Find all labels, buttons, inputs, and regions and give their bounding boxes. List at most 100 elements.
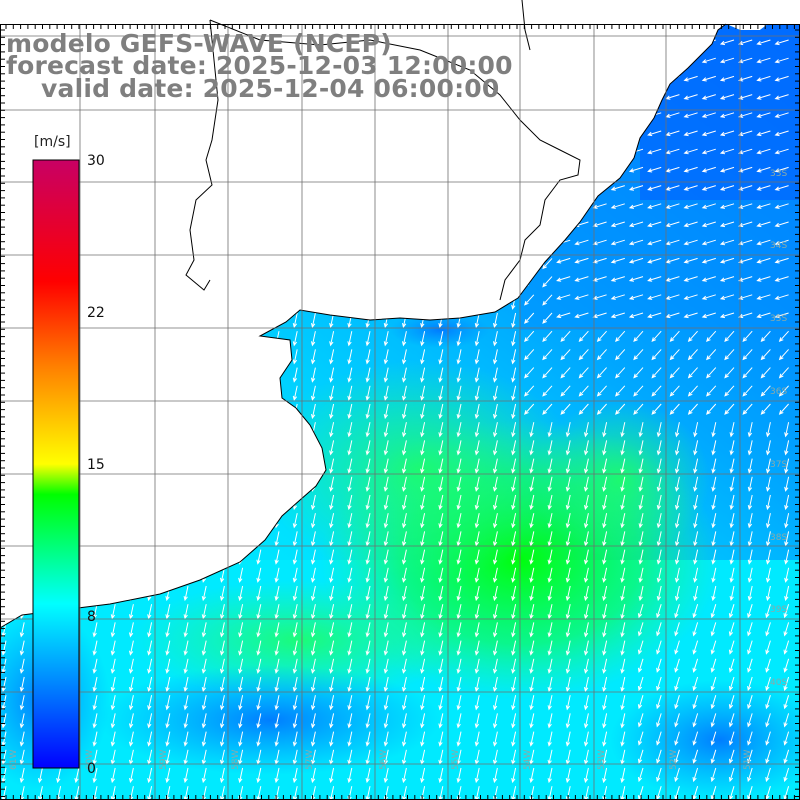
wind-arrow <box>774 57 789 64</box>
wind-arrow <box>438 494 444 511</box>
wind-arrow <box>701 185 716 191</box>
wind-arrow <box>329 549 335 565</box>
wind-arrow <box>674 767 680 783</box>
wind-arrow <box>310 676 316 693</box>
wind-arrow <box>329 713 335 729</box>
wind-arrow <box>765 549 771 565</box>
wind-arrow <box>747 640 753 655</box>
wind-arrow <box>747 476 753 492</box>
wind-arrow <box>256 622 262 638</box>
wind-arrow <box>620 713 626 729</box>
wind-arrow <box>637 622 644 637</box>
wind-arrow <box>383 604 389 620</box>
wind-arrow <box>674 695 680 710</box>
wind-arrow <box>511 731 517 747</box>
wind-arrow <box>401 622 407 638</box>
wind-arrow <box>329 604 335 620</box>
wind-arrow <box>542 276 553 288</box>
wind-arrow <box>128 622 134 638</box>
wind-arrow <box>365 531 371 547</box>
wind-arrow <box>683 276 698 282</box>
wind-arrow <box>692 713 699 728</box>
wind-arrow <box>511 458 517 474</box>
wind-arrow <box>492 640 498 656</box>
wind-arrow <box>347 385 353 401</box>
wind-arrow <box>310 731 316 747</box>
wind-arrow <box>147 713 153 729</box>
wind-arrow <box>583 531 589 547</box>
wind-arrow <box>219 767 225 784</box>
wind-arrow <box>756 203 771 209</box>
wind-arrow <box>638 458 644 474</box>
wind-arrow <box>183 604 189 620</box>
wind-arrow <box>165 622 171 638</box>
wind-arrow <box>547 458 553 474</box>
wind-arrow <box>756 257 771 264</box>
wind-arrow <box>710 676 717 692</box>
wind-arrow <box>492 604 498 620</box>
wind-arrow <box>529 695 535 711</box>
lat-label: 37S <box>770 460 787 470</box>
wind-arrow <box>665 148 680 155</box>
wind-arrow <box>615 403 626 415</box>
wind-arrow <box>596 349 607 361</box>
wind-arrow <box>365 458 371 474</box>
wind-arrow <box>774 112 789 118</box>
wind-arrow <box>492 531 498 547</box>
wind-arrow <box>547 713 553 729</box>
wind-arrow <box>329 767 335 784</box>
wind-arrow <box>274 604 280 620</box>
wind-arrow <box>738 276 753 282</box>
wind-arrow <box>492 458 498 474</box>
wind-arrow <box>683 130 698 137</box>
wind-arrow <box>183 786 189 800</box>
wind-arrow <box>719 94 735 100</box>
wind-arrow <box>747 713 753 728</box>
wind-arrow <box>560 349 571 361</box>
wind-arrow <box>492 331 498 347</box>
wind-arrow <box>420 367 426 383</box>
wind-arrow <box>602 476 608 492</box>
wind-arrow <box>620 676 626 693</box>
wind-arrow <box>547 494 553 511</box>
wind-arrow <box>669 403 680 415</box>
wind-arrow <box>492 312 498 329</box>
wind-arrow <box>656 749 662 764</box>
wind-arrow <box>292 549 298 565</box>
wind-arrow <box>738 294 753 300</box>
wind-arrow <box>756 312 771 319</box>
wind-arrow <box>347 513 353 529</box>
wind-arrow <box>620 604 626 620</box>
legend-unit-label: [m/s] <box>34 134 71 150</box>
wind-arrow <box>456 349 462 365</box>
wind-arrow <box>784 440 790 456</box>
wind-arrow <box>110 695 116 711</box>
wind-arrow <box>492 767 498 784</box>
wind-arrow <box>474 476 480 492</box>
wind-arrow <box>765 513 771 529</box>
wind-arrow <box>456 476 462 492</box>
wind-arrow <box>401 549 407 565</box>
wind-arrow <box>701 166 716 173</box>
wind-arrow <box>565 422 571 438</box>
wind-arrow <box>693 494 699 511</box>
wind-arrow <box>783 640 790 655</box>
wind-arrow <box>511 494 517 511</box>
wind-arrow <box>310 385 316 401</box>
wind-arrow <box>383 640 389 656</box>
wind-arrow <box>665 130 680 137</box>
wind-arrow <box>365 622 371 638</box>
wind-arrow <box>401 786 407 800</box>
wind-arrow <box>110 640 116 656</box>
wind-arrow <box>165 731 171 747</box>
wind-arrow <box>183 676 189 693</box>
wind-arrow <box>665 312 680 319</box>
wind-arrow <box>765 658 771 673</box>
wind-arrow <box>711 531 717 547</box>
wind-arrow <box>310 367 316 383</box>
wind-arrow <box>456 331 462 347</box>
wind-arrow <box>765 713 771 728</box>
wind-arrow <box>583 549 589 565</box>
wind-arrow <box>347 494 353 511</box>
wind-arrow <box>647 203 662 209</box>
